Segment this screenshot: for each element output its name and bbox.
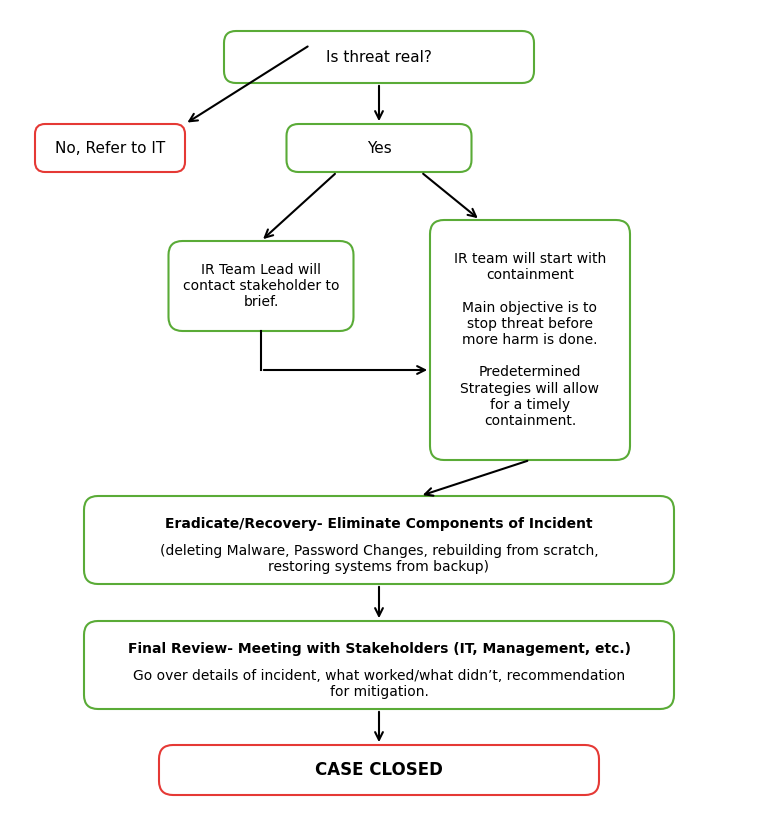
Text: No, Refer to IT: No, Refer to IT	[55, 141, 165, 155]
Text: Final Review- Meeting with Stakeholders (IT, Management, etc.): Final Review- Meeting with Stakeholders …	[127, 642, 631, 656]
Text: Go over details of incident, what worked/what didn’t, recommendation
for mitigat: Go over details of incident, what worked…	[133, 669, 625, 699]
FancyBboxPatch shape	[35, 124, 185, 172]
FancyBboxPatch shape	[287, 124, 471, 172]
Text: Eradicate/Recovery- Eliminate Components of Incident: Eradicate/Recovery- Eliminate Components…	[165, 517, 593, 531]
Text: (deleting Malware, Password Changes, rebuilding from scratch,
restoring systems : (deleting Malware, Password Changes, reb…	[160, 544, 598, 575]
Text: IR Team Lead will
contact stakeholder to
brief.: IR Team Lead will contact stakeholder to…	[183, 263, 340, 309]
Text: IR team will start with
containment

Main objective is to
stop threat before
mor: IR team will start with containment Main…	[454, 252, 606, 428]
FancyBboxPatch shape	[84, 496, 674, 584]
Text: Yes: Yes	[367, 141, 391, 155]
Text: Is threat real?: Is threat real?	[326, 50, 432, 64]
FancyBboxPatch shape	[430, 220, 630, 460]
FancyBboxPatch shape	[224, 31, 534, 83]
FancyBboxPatch shape	[84, 621, 674, 709]
FancyBboxPatch shape	[168, 241, 353, 331]
Text: CASE CLOSED: CASE CLOSED	[315, 761, 443, 779]
FancyBboxPatch shape	[159, 745, 599, 795]
